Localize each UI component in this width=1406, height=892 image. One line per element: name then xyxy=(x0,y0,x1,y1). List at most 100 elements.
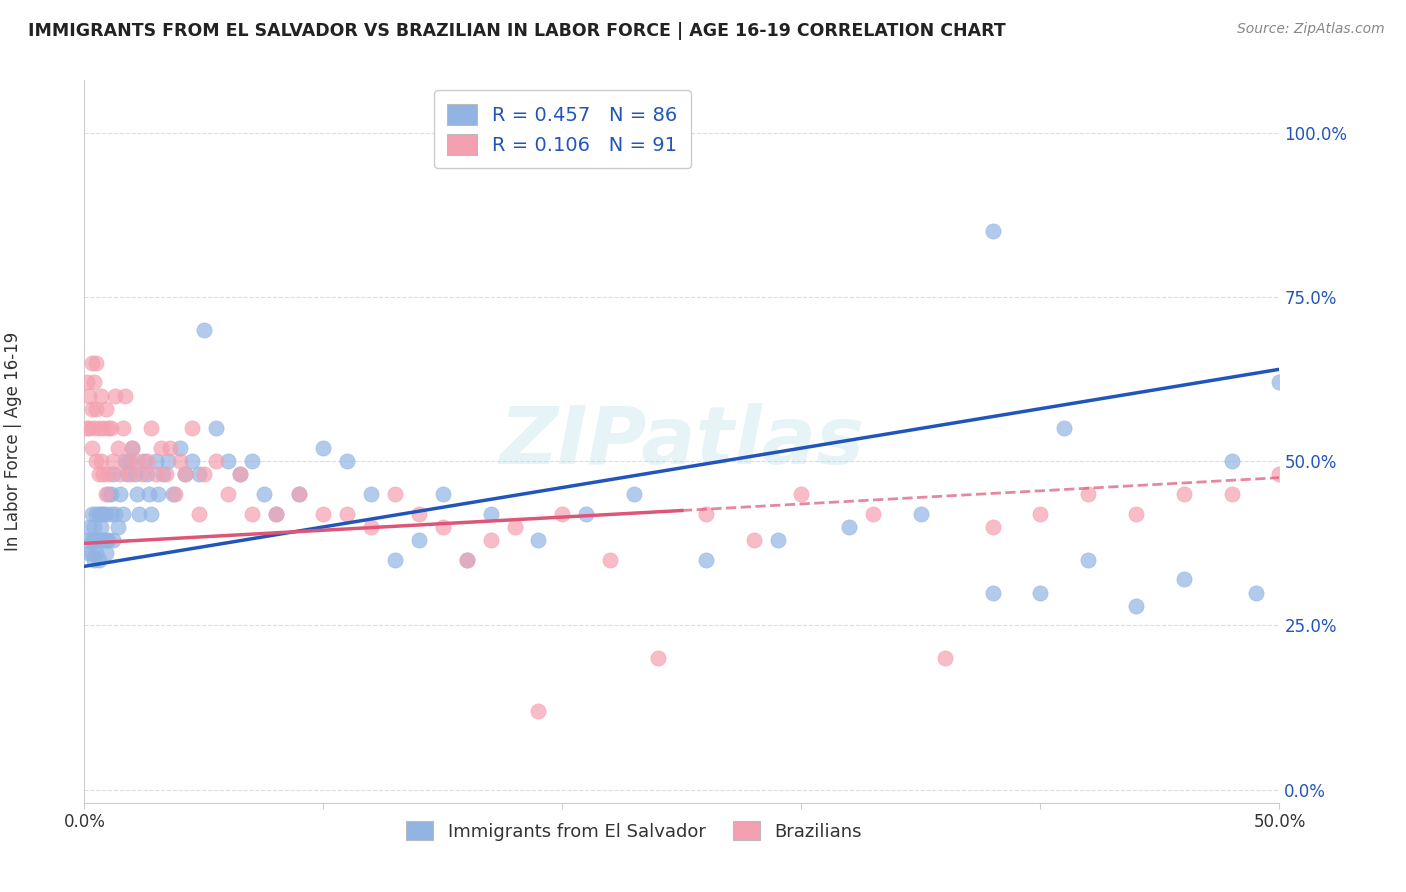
Point xyxy=(1220,454,1243,468)
Point xyxy=(83,533,105,547)
Point xyxy=(131,467,153,482)
Point xyxy=(408,507,430,521)
Point xyxy=(193,467,215,482)
Point xyxy=(264,507,287,521)
Point xyxy=(110,487,132,501)
Point xyxy=(527,533,550,547)
Point xyxy=(1268,376,1291,390)
Point xyxy=(742,533,765,547)
Point xyxy=(229,467,252,482)
Point xyxy=(77,421,100,435)
Point xyxy=(312,441,335,455)
Point xyxy=(981,520,1004,534)
Point xyxy=(83,553,105,567)
Point xyxy=(125,454,148,468)
Point xyxy=(77,546,100,560)
Point xyxy=(173,467,195,482)
Point xyxy=(121,441,143,455)
Point xyxy=(264,507,287,521)
Point xyxy=(117,467,139,482)
Legend: Immigrants from El Salvador, Brazilians: Immigrants from El Salvador, Brazilians xyxy=(399,814,869,848)
Point xyxy=(110,467,132,482)
Point xyxy=(86,454,108,468)
Point xyxy=(456,553,478,567)
Point xyxy=(934,651,956,665)
Point xyxy=(408,533,430,547)
Point xyxy=(205,421,228,435)
Point xyxy=(188,507,211,521)
Point xyxy=(135,467,157,482)
Point xyxy=(124,467,146,482)
Point xyxy=(83,421,105,435)
Point xyxy=(647,651,669,665)
Point xyxy=(135,454,157,468)
Point xyxy=(456,553,478,567)
Point xyxy=(80,507,103,521)
Point xyxy=(432,520,454,534)
Point xyxy=(101,533,124,547)
Point xyxy=(288,487,311,501)
Point xyxy=(193,323,215,337)
Point xyxy=(169,454,191,468)
Point xyxy=(1268,467,1291,482)
Point xyxy=(86,356,108,370)
Point xyxy=(111,507,134,521)
Point xyxy=(90,533,112,547)
Point xyxy=(80,546,103,560)
Point xyxy=(100,507,122,521)
Point xyxy=(100,421,122,435)
Point xyxy=(141,421,163,435)
Point xyxy=(145,454,167,468)
Point xyxy=(157,454,180,468)
Point xyxy=(90,454,112,468)
Point xyxy=(141,507,163,521)
Point xyxy=(181,454,204,468)
Point xyxy=(148,487,170,501)
Point xyxy=(838,520,860,534)
Point xyxy=(790,487,813,501)
Point xyxy=(107,441,129,455)
Point xyxy=(1125,599,1147,613)
Point xyxy=(695,507,717,521)
Point xyxy=(599,553,621,567)
Point xyxy=(766,533,789,547)
Point xyxy=(229,467,252,482)
Point xyxy=(107,520,129,534)
Point xyxy=(1316,638,1339,652)
Point xyxy=(114,454,136,468)
Point xyxy=(145,467,167,482)
Point xyxy=(479,507,502,521)
Point xyxy=(240,454,263,468)
Point xyxy=(181,421,204,435)
Point xyxy=(111,421,134,435)
Point xyxy=(101,454,124,468)
Point xyxy=(93,507,115,521)
Point xyxy=(76,421,98,435)
Point xyxy=(384,487,406,501)
Point xyxy=(360,487,382,501)
Point xyxy=(97,487,120,501)
Point xyxy=(149,441,172,455)
Point xyxy=(94,401,117,416)
Text: Source: ZipAtlas.com: Source: ZipAtlas.com xyxy=(1237,22,1385,37)
Point xyxy=(152,467,174,482)
Point xyxy=(862,507,884,521)
Point xyxy=(80,356,103,370)
Point xyxy=(1125,507,1147,521)
Point xyxy=(695,553,717,567)
Point xyxy=(1244,585,1267,599)
Point xyxy=(125,487,148,501)
Point xyxy=(87,467,110,482)
Point xyxy=(76,376,98,390)
Point xyxy=(94,507,117,521)
Point xyxy=(80,533,103,547)
Point xyxy=(100,487,122,501)
Point xyxy=(93,467,115,482)
Point xyxy=(101,467,124,482)
Text: ZIPatlas: ZIPatlas xyxy=(499,402,865,481)
Point xyxy=(253,487,276,501)
Point xyxy=(86,533,108,547)
Point xyxy=(97,533,120,547)
Point xyxy=(93,533,115,547)
Point xyxy=(83,376,105,390)
